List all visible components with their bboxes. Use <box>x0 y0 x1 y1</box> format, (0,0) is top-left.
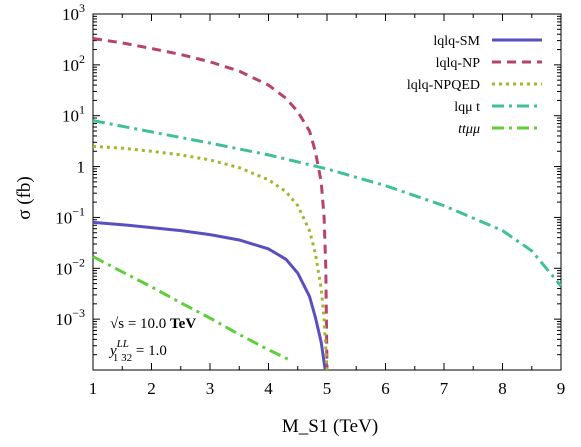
energy-annotation: √s = 10.0 TeV <box>110 316 196 332</box>
series-lines <box>92 37 563 371</box>
axis-ticks <box>92 13 562 371</box>
y-tick-label: 10−1 <box>55 204 85 227</box>
series-line <box>92 220 327 371</box>
coupling-annotation: yLL 1 32 = 1.0 <box>108 338 167 364</box>
y-tick-label: 10−3 <box>55 306 85 329</box>
x-axis-title: M_S1 (TeV) <box>282 416 378 437</box>
annotations: √s = 10.0 TeV yLL 1 32 = 1.0 <box>108 316 196 364</box>
y-tick-label: 10−2 <box>55 255 85 278</box>
legend-label: lqlq-SM <box>433 34 480 49</box>
x-tick-label: 2 <box>147 379 156 398</box>
legend-label: lqlq-NP <box>436 56 481 71</box>
y-tick-label: 101 <box>62 103 85 126</box>
legend-label: lqμ t <box>454 100 480 115</box>
x-tick-label: 1 <box>89 379 98 398</box>
y-tick-label: 102 <box>62 52 85 75</box>
series-line <box>92 144 329 371</box>
legend: lqlq-SM lqlq-NP lqlq-NPQED lqμ t ttμμ <box>407 34 542 137</box>
x-tick-label: 8 <box>498 379 507 398</box>
x-tick-label: 3 <box>206 379 215 398</box>
y-tick-label: 1 <box>77 158 86 177</box>
y-tick-label: 103 <box>62 1 85 24</box>
y-axis-title: σ (fb) <box>14 176 35 219</box>
x-tick-label: 5 <box>323 379 332 398</box>
x-tick-label: 6 <box>381 379 390 398</box>
series-line <box>92 37 329 371</box>
x-tick-label: 9 <box>557 379 566 398</box>
x-tick-label: 7 <box>440 379 449 398</box>
legend-label: lqlq-NPQED <box>407 78 480 93</box>
x-tick-label: 4 <box>264 379 273 398</box>
legend-label: ttμμ <box>458 122 480 137</box>
y-tick-labels: 10−3 10−2 10−1 1 101 102 103 <box>55 1 85 329</box>
series-line <box>92 119 563 287</box>
x-tick-labels: 1 2 3 4 5 6 7 8 9 <box>89 379 566 398</box>
series-line <box>92 255 290 361</box>
